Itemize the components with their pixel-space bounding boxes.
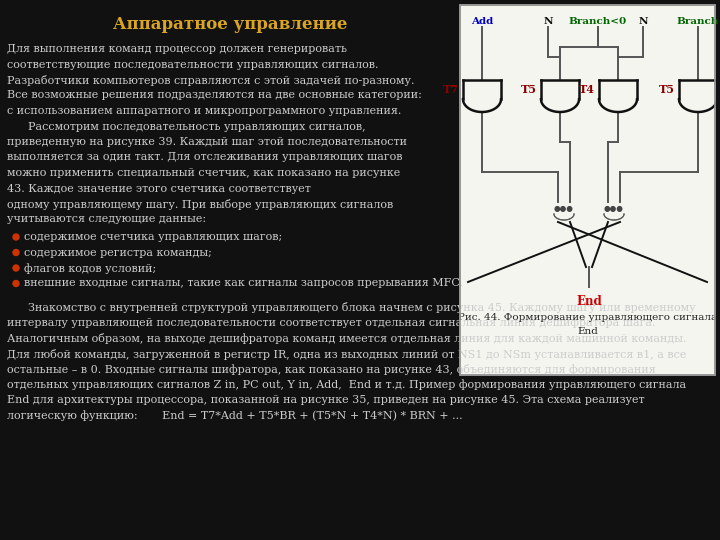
Text: Знакомство с внутренней структурой управляющего блока начнем с рисунка 45. Каждо: Знакомство с внутренней структурой управ… [7, 302, 696, 313]
Text: внешние входные сигналы, такие как сигналы запросов прерывания MFC.: внешние входные сигналы, такие как сигна… [24, 279, 463, 288]
Text: с использованием аппаратного и микропрограммного управления.: с использованием аппаратного и микропрог… [7, 106, 401, 116]
Text: ●●●: ●●● [554, 204, 574, 213]
Text: учитываются следующие данные:: учитываются следующие данные: [7, 214, 206, 225]
Text: флагов кодов условий;: флагов кодов условий; [24, 263, 156, 274]
Bar [460, 5, 715, 375]
Text: выполняется за один такт. Для отслеживания управляющих шагов: выполняется за один такт. Для отслеживан… [7, 152, 402, 163]
Text: T5: T5 [521, 84, 537, 95]
Text: Разработчики компьютеров справляются с этой задачей по-разному.: Разработчики компьютеров справляются с э… [7, 75, 415, 86]
Text: отдельных управляющих сигналов Z in, PC out, Y in, Add,  End и т.д. Пример форми: отдельных управляющих сигналов Z in, PC … [7, 380, 686, 390]
Text: End для архитектуры процессора, показанной на рисунке 35, приведен на рисунке 45: End для архитектуры процессора, показанн… [7, 395, 644, 405]
Text: Рассмотрим последовательность управляющих сигналов,: Рассмотрим последовательность управляющи… [7, 122, 366, 132]
Text: ●●●: ●●● [604, 204, 624, 213]
Text: содержимое счетчика управляющих шагов;: содержимое счетчика управляющих шагов; [24, 232, 282, 242]
Circle shape [13, 234, 19, 240]
Text: Для любой команды, загруженной в регистр IR, одна из выходных линий от NS1 до NS: Для любой команды, загруженной в регистр… [7, 348, 686, 360]
Text: приведенную на рисунке 39. Каждый шаг этой последовательности: приведенную на рисунке 39. Каждый шаг эт… [7, 137, 407, 147]
Text: Рис. 44. Формирование управляющего сигнала: Рис. 44. Формирование управляющего сигна… [458, 313, 717, 322]
Text: Branch<0: Branch<0 [569, 17, 627, 26]
Text: логическую функцию:       End = T7*Add + T5*BR + (T5*N + T4*N) * BRN + ...: логическую функцию: End = T7*Add + T5*BR… [7, 410, 463, 421]
Circle shape [13, 265, 19, 271]
Text: интервалу управляющей последовательности соответствует отдельная сигнальная лини: интервалу управляющей последовательности… [7, 318, 655, 328]
Text: T7: T7 [443, 84, 459, 95]
Circle shape [13, 249, 19, 255]
Text: Для выполнения команд процессор должен генерировать: Для выполнения команд процессор должен г… [7, 44, 347, 54]
Text: содержимое регистра команды;: содержимое регистра команды; [24, 247, 212, 258]
Text: End: End [577, 327, 598, 336]
Text: Branch: Branch [677, 17, 719, 26]
Text: N: N [638, 17, 648, 26]
Text: Все возможные решения подразделяются на две основные категории:: Все возможные решения подразделяются на … [7, 91, 422, 100]
Text: соответствующие последовательности управляющих сигналов.: соответствующие последовательности управ… [7, 59, 379, 70]
Text: Add: Add [471, 17, 493, 26]
Circle shape [13, 280, 19, 287]
Bar [460, 5, 715, 375]
Text: N: N [544, 17, 553, 26]
Text: End: End [576, 295, 602, 308]
Text: T4: T4 [579, 84, 595, 95]
Text: остальные – в 0. Входные сигналы шифратора, как показано на рисунке 43, объединя: остальные – в 0. Входные сигналы шифрато… [7, 364, 656, 375]
Text: Аппаратное управление: Аппаратное управление [113, 16, 347, 33]
Text: T5: T5 [659, 84, 675, 95]
Text: 43. Каждое значение этого счетчика соответствует: 43. Каждое значение этого счетчика соотв… [7, 184, 311, 193]
Text: одному управляющему шагу. При выборе управляющих сигналов: одному управляющему шагу. При выборе упр… [7, 199, 393, 210]
Text: Аналогичным образом, на выходе дешифратора команд имеется отдельная линия для ка: Аналогичным образом, на выходе дешифрато… [7, 333, 686, 344]
Text: можно применить специальный счетчик, как показано на рисунке: можно применить специальный счетчик, как… [7, 168, 400, 178]
